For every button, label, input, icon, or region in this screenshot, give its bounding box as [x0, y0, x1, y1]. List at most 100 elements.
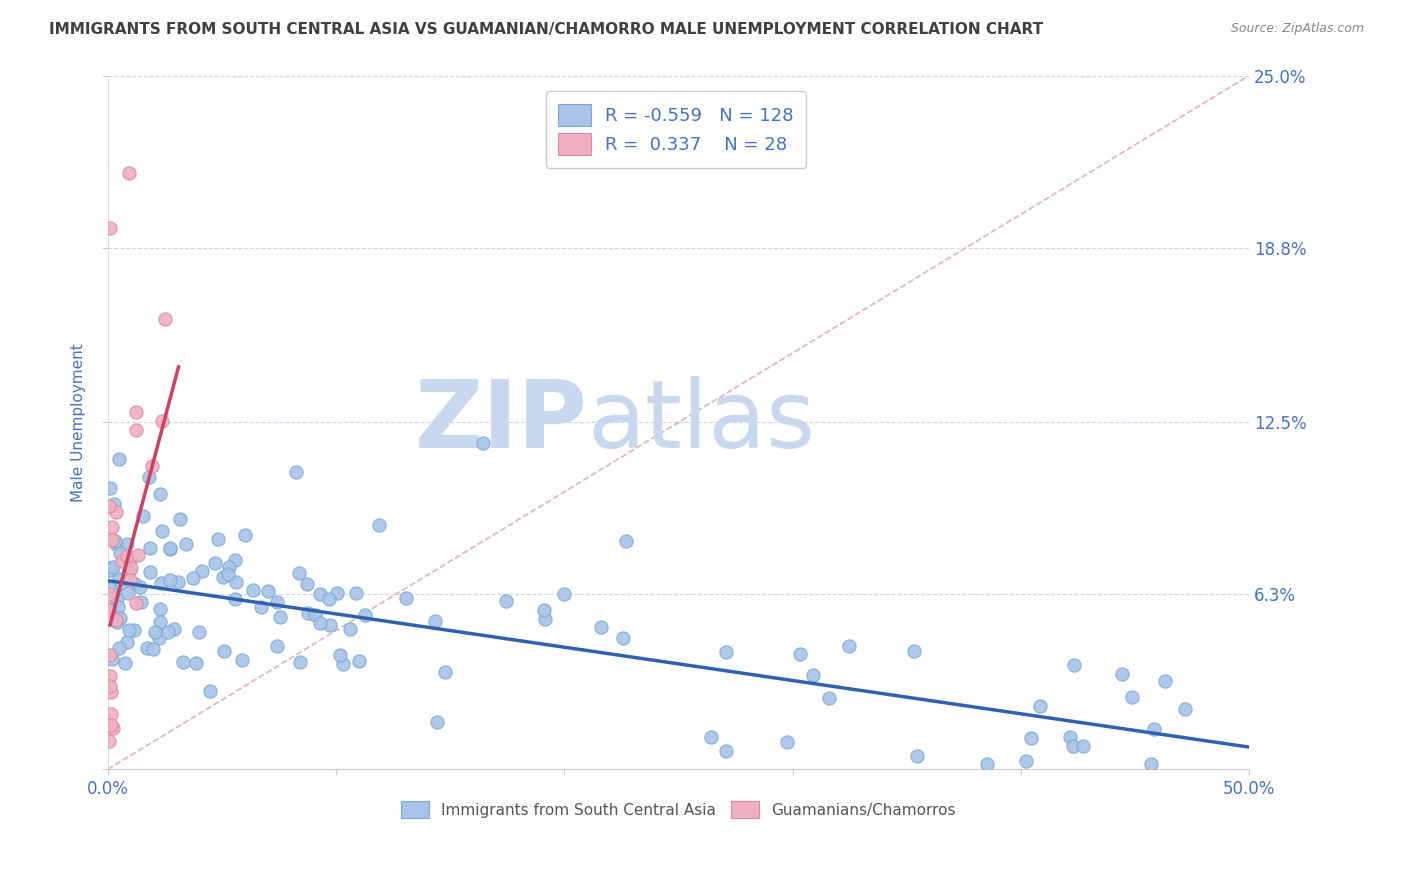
- Point: [108, 452, 131, 467]
- Point: [817, 690, 839, 705]
- Point: [295, 576, 318, 591]
- Point: [367, 518, 389, 533]
- Point: [218, 560, 240, 574]
- Point: [110, 611, 132, 625]
- Point: [1063, 657, 1085, 672]
- Point: [309, 615, 332, 630]
- Point: [266, 640, 288, 654]
- Point: [101, 520, 124, 534]
- Point: [242, 583, 264, 598]
- Point: [98, 734, 121, 748]
- Point: [1174, 702, 1197, 716]
- Point: [776, 735, 799, 749]
- Point: [100, 684, 122, 698]
- Point: [100, 481, 122, 495]
- Point: [288, 655, 311, 669]
- Point: [98, 668, 121, 682]
- Legend: Immigrants from South Central Asia, Guamanians/Chamorros: Immigrants from South Central Asia, Guam…: [395, 796, 962, 824]
- Point: [224, 591, 246, 606]
- Point: [159, 574, 181, 588]
- Point: [108, 641, 131, 656]
- Point: [118, 564, 141, 578]
- Point: [142, 642, 165, 657]
- Point: [156, 625, 179, 640]
- Point: [97, 587, 120, 601]
- Point: [150, 524, 173, 539]
- Point: [150, 414, 173, 428]
- Point: [153, 312, 176, 326]
- Point: [98, 563, 121, 577]
- Point: [114, 657, 136, 671]
- Point: [214, 644, 236, 658]
- Point: [495, 594, 517, 608]
- Point: [472, 436, 495, 450]
- Point: [395, 591, 418, 606]
- Point: [181, 571, 204, 585]
- Point: [187, 624, 209, 639]
- Point: [124, 405, 146, 419]
- Point: [297, 607, 319, 621]
- Point: [125, 596, 148, 610]
- Point: [117, 586, 139, 600]
- Point: [110, 546, 132, 560]
- Y-axis label: Male Unemployment: Male Unemployment: [72, 343, 86, 502]
- Point: [1143, 722, 1166, 736]
- Point: [108, 572, 131, 586]
- Point: [129, 594, 152, 608]
- Point: [329, 648, 352, 662]
- Point: [101, 721, 124, 735]
- Point: [100, 648, 122, 662]
- Text: Source: ZipAtlas.com: Source: ZipAtlas.com: [1230, 22, 1364, 36]
- Point: [198, 684, 221, 698]
- Point: [1071, 739, 1094, 754]
- Point: [231, 653, 253, 667]
- Point: [266, 595, 288, 609]
- Point: [207, 532, 229, 546]
- Point: [100, 706, 122, 721]
- Point: [616, 533, 638, 548]
- Point: [100, 651, 122, 665]
- Point: [117, 635, 139, 649]
- Point: [344, 586, 367, 600]
- Point: [589, 620, 612, 634]
- Point: [149, 487, 172, 501]
- Point: [789, 647, 811, 661]
- Point: [284, 465, 307, 479]
- Point: [1015, 755, 1038, 769]
- Point: [1059, 730, 1081, 744]
- Point: [174, 537, 197, 551]
- Point: [100, 717, 122, 731]
- Point: [434, 665, 457, 680]
- Point: [1111, 667, 1133, 681]
- Point: [120, 561, 142, 575]
- Point: [288, 566, 311, 580]
- Point: [217, 566, 239, 581]
- Point: [1029, 698, 1052, 713]
- Point: [107, 600, 129, 615]
- Point: [120, 553, 142, 567]
- Point: [125, 423, 148, 437]
- Point: [162, 623, 184, 637]
- Point: [716, 644, 738, 658]
- Point: [269, 610, 291, 624]
- Point: [250, 599, 273, 614]
- Point: [111, 554, 134, 568]
- Point: [98, 679, 121, 693]
- Point: [101, 533, 124, 547]
- Point: [131, 508, 153, 523]
- Point: [98, 221, 121, 235]
- Text: atlas: atlas: [588, 376, 815, 468]
- Point: [1140, 756, 1163, 771]
- Point: [107, 592, 129, 607]
- Point: [117, 623, 139, 637]
- Point: [110, 577, 132, 591]
- Point: [308, 587, 330, 601]
- Point: [172, 655, 194, 669]
- Point: [135, 640, 157, 655]
- Point: [103, 497, 125, 511]
- Point: [191, 564, 214, 578]
- Point: [612, 631, 634, 645]
- Text: ZIP: ZIP: [415, 376, 588, 468]
- Point: [115, 549, 138, 564]
- Point: [903, 643, 925, 657]
